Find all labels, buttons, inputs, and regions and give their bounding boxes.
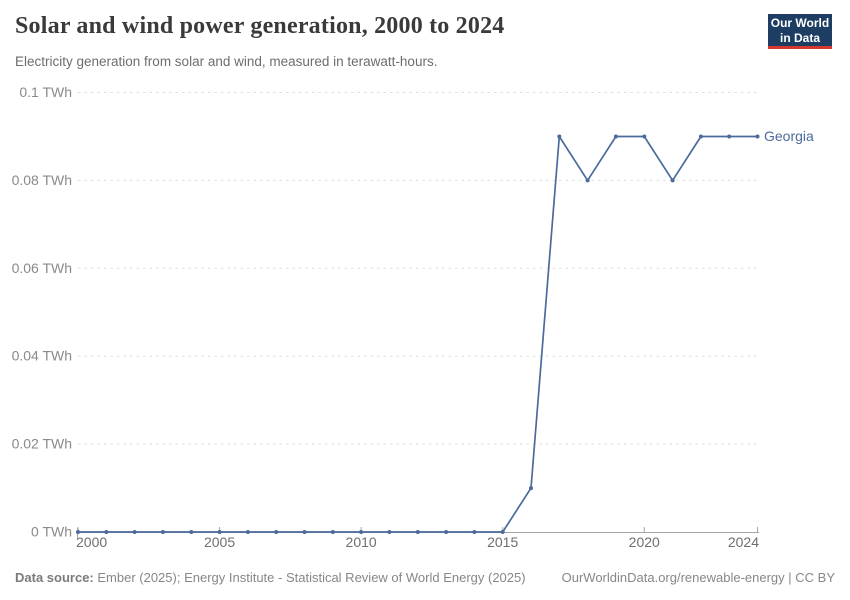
x-axis-tick-label: 2000: [76, 534, 107, 550]
y-axis-tick-label: 0.08 TWh: [12, 172, 72, 188]
data-point[interactable]: [557, 134, 562, 139]
owid-logo-line1: Our World: [770, 16, 830, 30]
data-point[interactable]: [245, 530, 250, 534]
footer-license: OurWorldinData.org/renewable-energy | CC…: [561, 570, 835, 585]
data-point[interactable]: [359, 530, 364, 534]
x-axis-tick-label: 2020: [629, 534, 660, 550]
data-point[interactable]: [613, 134, 618, 139]
data-point[interactable]: [500, 530, 505, 534]
data-point[interactable]: [698, 134, 703, 139]
data-point[interactable]: [444, 530, 449, 534]
data-point[interactable]: [104, 530, 109, 534]
data-point[interactable]: [755, 134, 760, 139]
data-point[interactable]: [302, 530, 307, 534]
data-source-text: Ember (2025); Energy Institute - Statist…: [93, 570, 526, 585]
owid-logo-line2: in Data: [779, 30, 820, 45]
data-point[interactable]: [472, 530, 477, 534]
data-point[interactable]: [160, 530, 165, 534]
data-point[interactable]: [670, 178, 675, 183]
data-point[interactable]: [132, 530, 137, 534]
data-point[interactable]: [585, 178, 590, 183]
data-point[interactable]: [76, 530, 80, 534]
data-point[interactable]: [330, 530, 335, 534]
y-axis-tick-label: 0 TWh: [31, 524, 72, 540]
x-axis-tick-label: 2015: [487, 534, 518, 550]
entity-label-georgia[interactable]: Georgia: [764, 128, 814, 144]
chart-subtitle: Electricity generation from solar and wi…: [15, 54, 438, 69]
y-axis-tick-label: 0.06 TWh: [12, 260, 72, 276]
data-line-georgia[interactable]: [78, 135, 758, 533]
data-source: Data source: Ember (2025); Energy Instit…: [15, 570, 526, 585]
data-point[interactable]: [415, 530, 420, 534]
data-point[interactable]: [727, 134, 732, 139]
data-point[interactable]: [642, 134, 647, 139]
x-axis-tick-label: 2024: [728, 534, 759, 550]
y-axis-tick-label: 0.04 TWh: [12, 348, 72, 364]
x-axis-tick-label: 2010: [346, 534, 377, 550]
y-axis-tick-label: 0.02 TWh: [12, 436, 72, 452]
data-point[interactable]: [217, 530, 222, 534]
data-point[interactable]: [274, 530, 279, 534]
chart-title: Solar and wind power generation, 2000 to…: [15, 13, 505, 39]
data-point[interactable]: [189, 530, 194, 534]
data-source-label: Data source:: [15, 570, 94, 585]
data-point[interactable]: [529, 486, 533, 491]
x-axis-tick-label: 2005: [204, 534, 235, 550]
owid-logo: Our World in Data: [768, 14, 832, 49]
data-point[interactable]: [387, 530, 392, 534]
y-axis-tick-label: 0.1 TWh: [19, 84, 72, 100]
